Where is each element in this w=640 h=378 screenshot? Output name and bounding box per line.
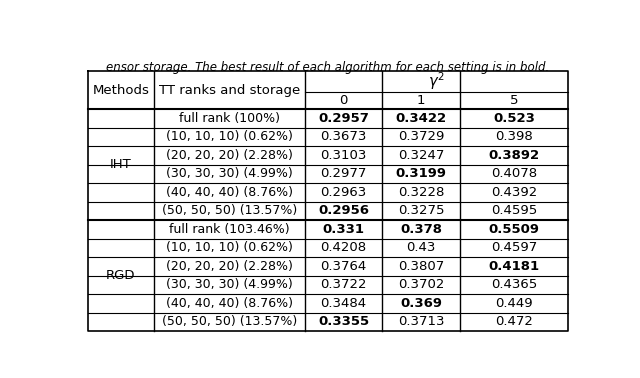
Text: TT ranks and storage: TT ranks and storage bbox=[159, 84, 300, 96]
Text: 0.5509: 0.5509 bbox=[488, 223, 540, 236]
Text: 0.523: 0.523 bbox=[493, 112, 535, 125]
Text: 0.2956: 0.2956 bbox=[318, 204, 369, 217]
Text: 0.3422: 0.3422 bbox=[396, 112, 447, 125]
Text: 0.3892: 0.3892 bbox=[488, 149, 540, 162]
Text: 0.3713: 0.3713 bbox=[397, 315, 444, 328]
Text: 0.3103: 0.3103 bbox=[320, 149, 367, 162]
Text: 0.2957: 0.2957 bbox=[318, 112, 369, 125]
Text: (20, 20, 20) (2.28%): (20, 20, 20) (2.28%) bbox=[166, 149, 292, 162]
Text: 0.3247: 0.3247 bbox=[398, 149, 444, 162]
Text: 0.4595: 0.4595 bbox=[491, 204, 537, 217]
Text: 0.3228: 0.3228 bbox=[398, 186, 444, 199]
Text: 0.449: 0.449 bbox=[495, 297, 533, 310]
Text: 0.2963: 0.2963 bbox=[321, 186, 367, 199]
Text: 0.4597: 0.4597 bbox=[491, 242, 537, 254]
Text: 0.4365: 0.4365 bbox=[491, 278, 537, 291]
Text: (10, 10, 10) (0.62%): (10, 10, 10) (0.62%) bbox=[166, 242, 292, 254]
Text: $\gamma^2$: $\gamma^2$ bbox=[428, 71, 445, 92]
Text: 0: 0 bbox=[339, 94, 348, 107]
Text: 0.3807: 0.3807 bbox=[398, 260, 444, 273]
Text: 0.3702: 0.3702 bbox=[398, 278, 444, 291]
Text: 0.398: 0.398 bbox=[495, 130, 533, 144]
Text: (50, 50, 50) (13.57%): (50, 50, 50) (13.57%) bbox=[161, 315, 297, 328]
Text: full rank (100%): full rank (100%) bbox=[179, 112, 280, 125]
Text: (20, 20, 20) (2.28%): (20, 20, 20) (2.28%) bbox=[166, 260, 292, 273]
Text: 1: 1 bbox=[417, 94, 425, 107]
Text: (40, 40, 40) (8.76%): (40, 40, 40) (8.76%) bbox=[166, 186, 292, 199]
Text: (30, 30, 30) (4.99%): (30, 30, 30) (4.99%) bbox=[166, 278, 292, 291]
Text: 0.3673: 0.3673 bbox=[320, 130, 367, 144]
Text: 0.4181: 0.4181 bbox=[488, 260, 540, 273]
Text: 0.3355: 0.3355 bbox=[318, 315, 369, 328]
Text: 0.3484: 0.3484 bbox=[321, 297, 367, 310]
Text: ensor storage. The best result of each algorithm for each setting is in bold.: ensor storage. The best result of each a… bbox=[106, 61, 550, 74]
Text: Methods: Methods bbox=[92, 84, 149, 96]
Text: 0.43: 0.43 bbox=[406, 242, 436, 254]
Text: 0.3275: 0.3275 bbox=[397, 204, 444, 217]
Text: 0.4392: 0.4392 bbox=[491, 186, 537, 199]
Text: 0.3722: 0.3722 bbox=[320, 278, 367, 291]
Text: 0.472: 0.472 bbox=[495, 315, 533, 328]
Text: 0.3199: 0.3199 bbox=[396, 167, 447, 180]
Text: 0.378: 0.378 bbox=[400, 223, 442, 236]
Text: (50, 50, 50) (13.57%): (50, 50, 50) (13.57%) bbox=[161, 204, 297, 217]
Text: (10, 10, 10) (0.62%): (10, 10, 10) (0.62%) bbox=[166, 130, 292, 144]
Text: (30, 30, 30) (4.99%): (30, 30, 30) (4.99%) bbox=[166, 167, 292, 180]
Text: (40, 40, 40) (8.76%): (40, 40, 40) (8.76%) bbox=[166, 297, 292, 310]
Text: IHT: IHT bbox=[110, 158, 132, 171]
Text: 0.2977: 0.2977 bbox=[320, 167, 367, 180]
Text: 0.3764: 0.3764 bbox=[321, 260, 367, 273]
Text: 0.4208: 0.4208 bbox=[321, 242, 367, 254]
Text: RGD: RGD bbox=[106, 269, 136, 282]
Text: 0.4078: 0.4078 bbox=[491, 167, 537, 180]
Text: 0.369: 0.369 bbox=[400, 297, 442, 310]
Text: 0.3729: 0.3729 bbox=[398, 130, 444, 144]
Text: 5: 5 bbox=[509, 94, 518, 107]
Text: full rank (103.46%): full rank (103.46%) bbox=[169, 223, 289, 236]
Text: 0.331: 0.331 bbox=[323, 223, 365, 236]
